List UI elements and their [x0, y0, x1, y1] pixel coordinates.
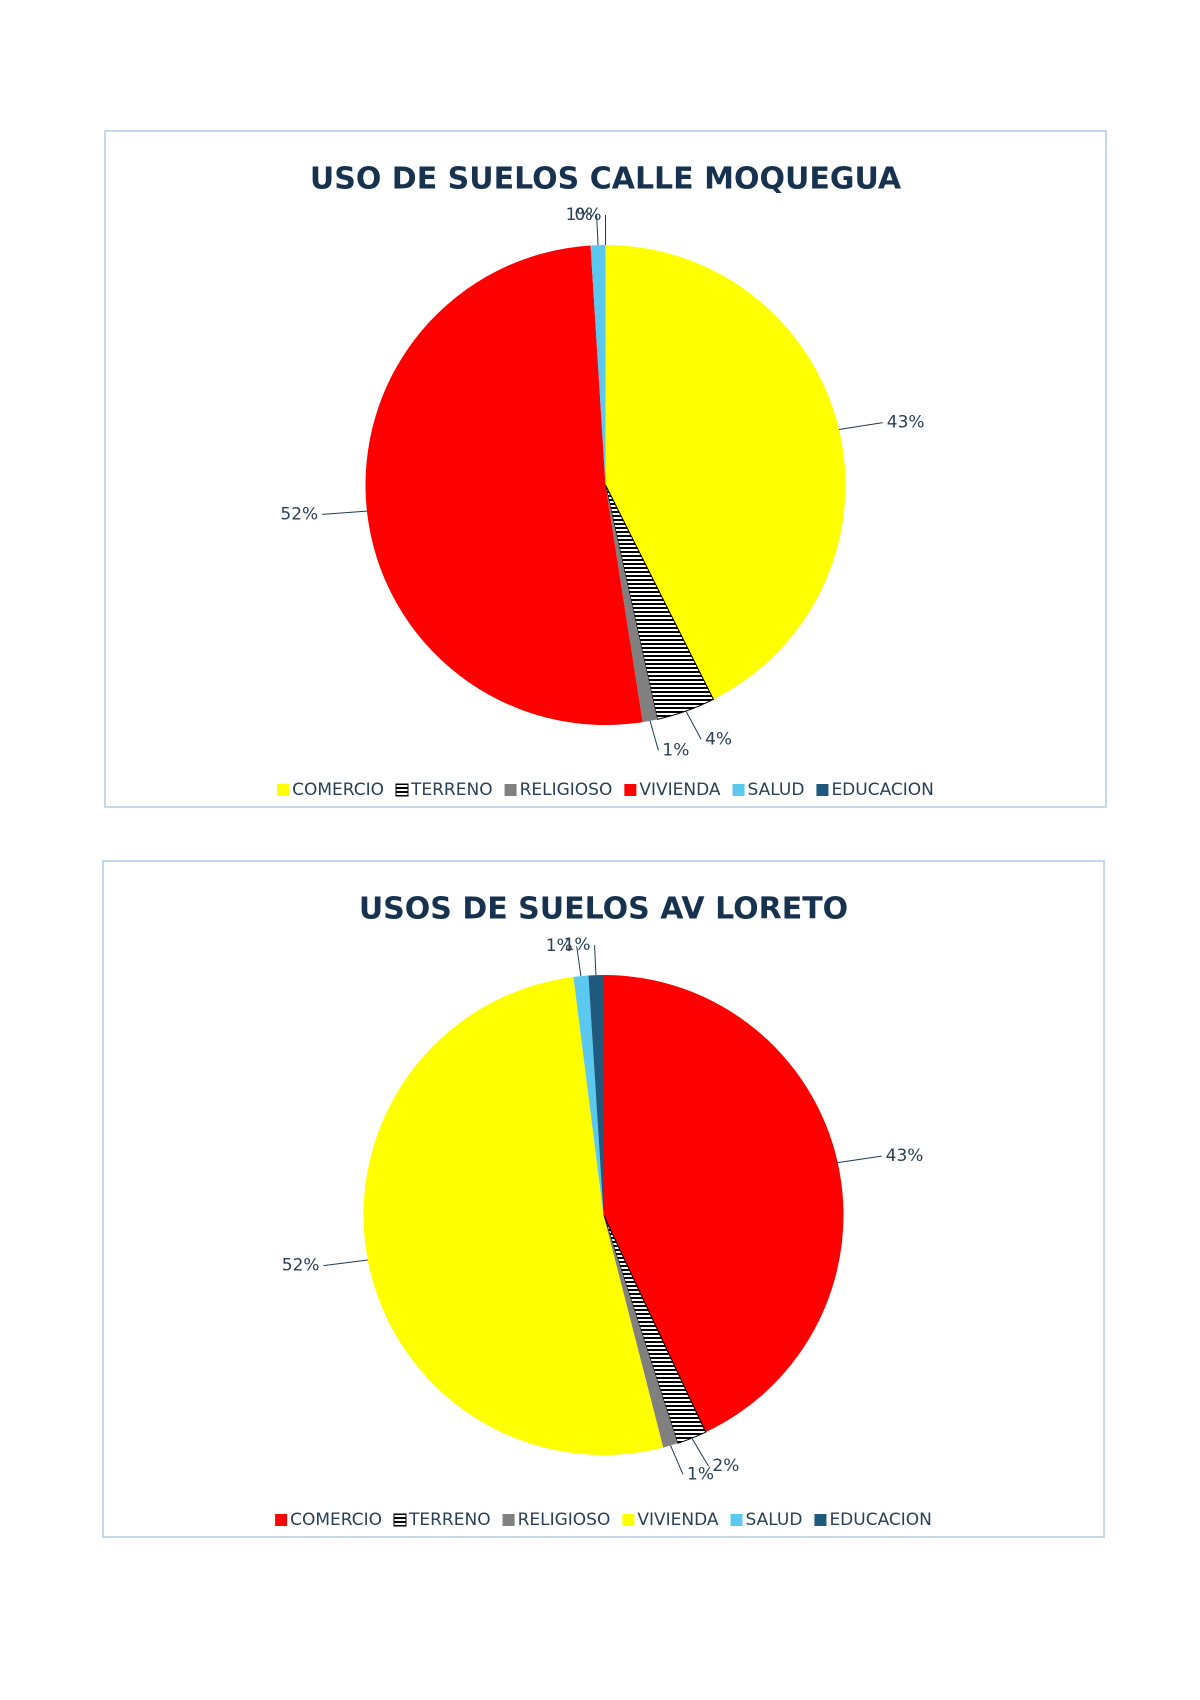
data-label: 1%	[687, 1464, 714, 1484]
legend: COMERCIO TERRENO RELIGIOSO VIVIENDA SALUD EDU…	[277, 780, 934, 800]
data-label: 52%	[282, 1256, 320, 1276]
legend-swatch	[395, 783, 409, 797]
legend-swatch	[814, 1514, 827, 1526]
pie-slice	[590, 245, 606, 485]
pie-slice	[603, 975, 844, 1433]
leader-line	[323, 1259, 368, 1267]
legend-swatch	[504, 784, 517, 796]
legend-item: TERRENO	[395, 780, 493, 800]
legend-item: RELIGIOSO	[502, 1510, 611, 1530]
legend-swatch	[275, 1514, 288, 1526]
data-label: 43%	[886, 1146, 924, 1166]
pie-slice	[363, 976, 664, 1455]
legend-label: VIVIENDA	[639, 780, 721, 800]
leader-line	[691, 1437, 709, 1467]
data-label: 43%	[887, 413, 925, 433]
legend-label: EDUCACION	[829, 1510, 931, 1530]
legend-swatch	[277, 784, 290, 796]
legend-label: RELIGIOSO	[520, 780, 613, 800]
legend-item: COMERCIO	[277, 780, 384, 800]
leader-line	[837, 1155, 882, 1164]
legend-label: TERRENO	[408, 1510, 491, 1530]
data-label: 4%	[705, 729, 732, 749]
legend-swatch	[732, 784, 745, 796]
data-label: 52%	[280, 504, 318, 524]
legend-label: SALUD	[748, 780, 805, 800]
chart-title: USO DE SUELOS CALLE MOQUEGUA	[310, 162, 902, 197]
legend-item: EDUCACION	[814, 1510, 932, 1530]
legend-item: VIVIENDA	[624, 780, 721, 800]
leader-line	[838, 422, 883, 431]
legend-label: COMERCIO	[290, 1510, 382, 1530]
chart-title: USOS DE SUELOS AV LORETO	[359, 892, 848, 927]
legend-label: TERRENO	[410, 780, 493, 800]
legend: COMERCIO TERRENO RELIGIOSO VIVIENDA SALUD EDU…	[275, 1510, 932, 1530]
data-label: 1%	[546, 936, 573, 956]
data-label: 1%	[566, 205, 593, 225]
data-label: 1%	[662, 740, 689, 760]
legend-label: VIVIENDA	[637, 1510, 719, 1530]
leader-line	[576, 946, 582, 977]
leader-line	[596, 215, 599, 246]
leader-line	[322, 510, 367, 515]
leader-line	[669, 1445, 684, 1475]
data-label: 0%	[575, 205, 602, 225]
legend-swatch	[730, 1514, 743, 1526]
legend-item: EDUCACION	[816, 780, 934, 800]
pie-slice	[365, 245, 643, 725]
chart: USOS DE SUELOS AV LORETO43%2%1%52%1%1%CO…	[102, 860, 1105, 1538]
legend-swatch	[624, 784, 637, 796]
legend-label: EDUCACION	[831, 780, 933, 800]
legend-label: RELIGIOSO	[518, 1510, 611, 1530]
pie-slice	[573, 975, 604, 1215]
legend-label: SALUD	[746, 1510, 803, 1530]
legend-swatch	[393, 1513, 407, 1527]
legend-swatch	[622, 1514, 635, 1526]
legend-item: TERRENO	[393, 1510, 491, 1530]
legend-item: SALUD	[730, 1510, 803, 1530]
leader-line	[649, 720, 659, 751]
data-label: 2%	[712, 1456, 739, 1476]
legend-swatch	[502, 1514, 515, 1526]
pie-slice	[605, 245, 846, 700]
legend-label: COMERCIO	[292, 780, 384, 800]
legend-item: RELIGIOSO	[504, 780, 613, 800]
leader-line	[685, 710, 702, 740]
pie-slice	[588, 975, 604, 1215]
leader-line	[594, 945, 597, 976]
pie-slice	[603, 1215, 678, 1448]
data-label: 1%	[564, 935, 591, 955]
chart: USO DE SUELOS CALLE MOQUEGUA 43% 4% 1% 52% 1%…	[104, 130, 1107, 808]
legend-swatch	[816, 784, 829, 796]
pie-slice	[605, 485, 658, 723]
pie-slice	[605, 484, 715, 720]
legend-item: VIVIENDA	[622, 1510, 719, 1530]
legend-item: COMERCIO	[275, 1510, 382, 1530]
legend-item: SALUD	[732, 780, 805, 800]
